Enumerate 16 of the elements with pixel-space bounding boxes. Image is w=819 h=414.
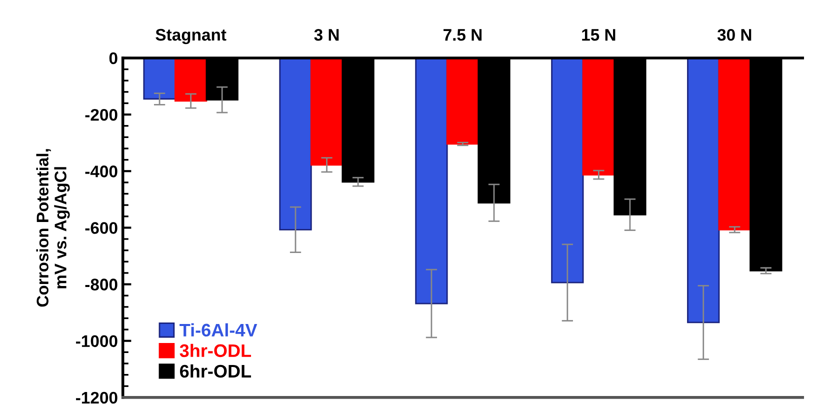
- x-tick-label: 7.5 N: [444, 29, 482, 41]
- y-tick-label: -800: [85, 278, 118, 290]
- y-tick-label: -400: [85, 166, 118, 178]
- y-tick-label: -200: [85, 108, 118, 121]
- y-tick-label: -1200: [76, 392, 118, 404]
- legend-label: 3hr-ODL: [180, 344, 252, 358]
- y-tick-label: -1000: [76, 335, 118, 348]
- x-tick-label: 15 N: [582, 29, 616, 41]
- legend-label: 6hr-ODL: [180, 364, 252, 378]
- x-tick-label: 3 N: [314, 28, 339, 41]
- x-tick-label: 30 N: [717, 28, 752, 41]
- y-tick-label: 0: [109, 52, 118, 64]
- y-axis-title: Corrosion Potential, mV vs. Ag/AgCl: [36, 149, 70, 307]
- legend-label: Ti-6Al-4V: [180, 323, 258, 337]
- x-tick-label: Stagnant: [156, 28, 226, 44]
- y-tick-label: -600: [85, 222, 118, 234]
